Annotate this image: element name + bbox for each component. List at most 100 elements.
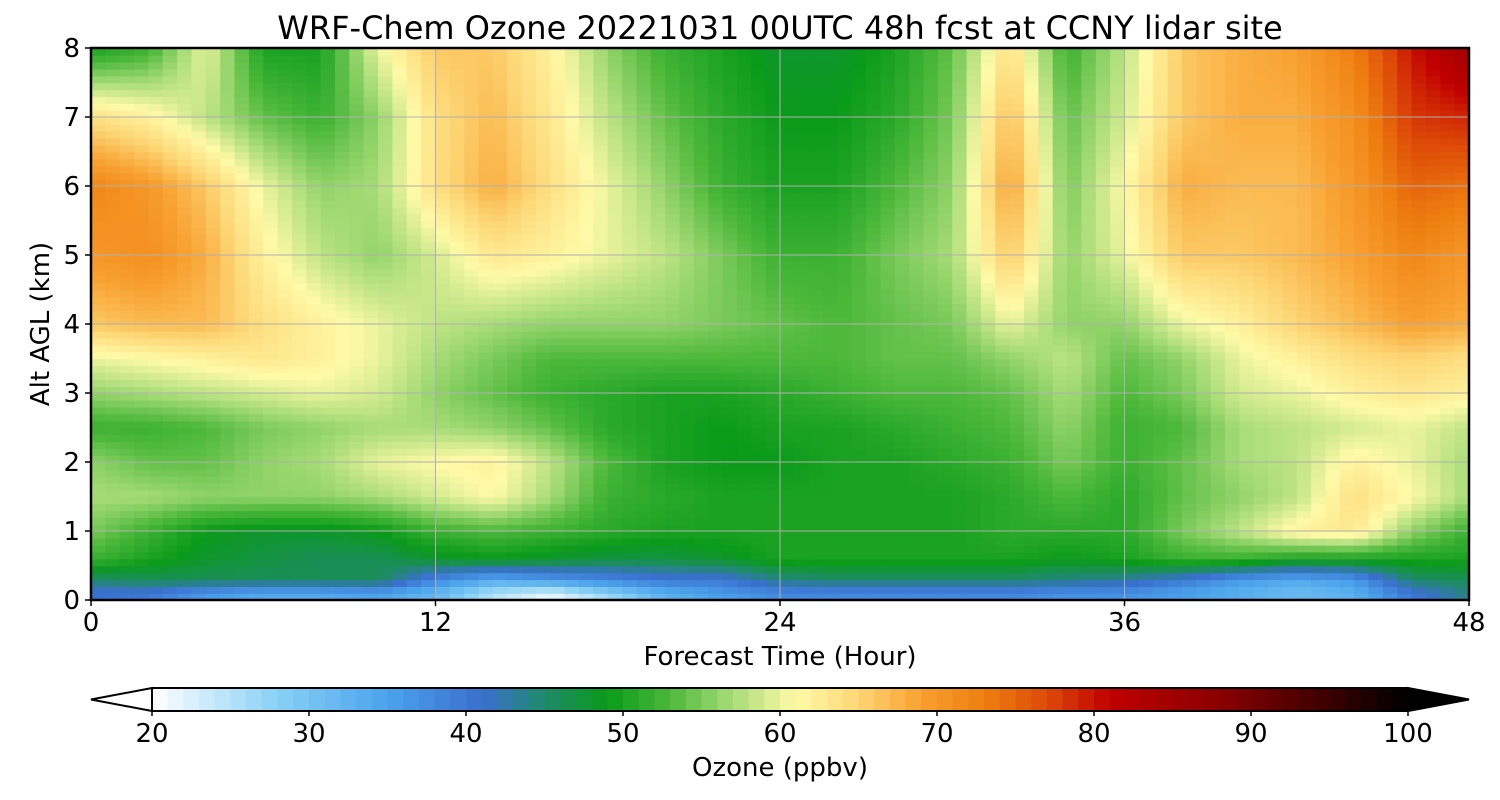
ozone-cell: [177, 110, 193, 118]
ozone-cell: [234, 420, 250, 429]
ozone-cell: [464, 303, 480, 311]
ozone-cell: [780, 330, 796, 339]
ozone-cell: [966, 413, 982, 422]
ozone-cell: [650, 303, 666, 311]
ozone-cell: [937, 365, 954, 374]
ozone-cell: [679, 172, 695, 180]
ozone-cell: [91, 448, 107, 456]
ozone-cell: [751, 586, 767, 594]
ozone-cell: [722, 261, 738, 270]
ozone-cell: [435, 468, 451, 477]
ozone-cell: [378, 358, 394, 367]
ozone-cell: [966, 165, 982, 173]
ozone-cell: [880, 192, 896, 201]
ozone-cell: [650, 351, 666, 360]
ozone-cell: [478, 151, 494, 160]
ozone-cell: [421, 558, 437, 567]
ozone-cell: [780, 379, 796, 387]
ozone-cell: [248, 117, 265, 125]
ozone-cell: [91, 68, 107, 77]
ozone-cell: [421, 268, 437, 277]
ozone-cell: [220, 337, 236, 346]
ozone-cell: [392, 489, 408, 498]
ozone-cell: [679, 496, 695, 505]
ozone-cell: [205, 82, 221, 91]
ozone-cell: [320, 503, 336, 512]
ozone-cell: [507, 213, 523, 222]
ozone-cell: [335, 282, 351, 291]
ozone-cell: [923, 344, 939, 353]
ozone-cell: [349, 172, 365, 180]
ozone-cell: [966, 48, 982, 56]
ozone-cell: [909, 579, 925, 587]
ozone-cell: [607, 586, 623, 594]
ozone-cell: [205, 96, 221, 104]
ozone-cell: [937, 48, 954, 56]
ozone-cell: [148, 517, 164, 525]
ozone-cell: [708, 248, 724, 256]
ozone-cell: [134, 206, 150, 215]
ozone-cell: [105, 248, 121, 256]
ozone-cell: [320, 572, 336, 581]
ozone-cell: [866, 379, 882, 387]
ozone-cell: [579, 344, 595, 353]
ozone-cell: [650, 482, 666, 491]
ozone-cell: [392, 227, 408, 236]
ozone-cell: [550, 386, 566, 394]
ozone-cell: [535, 344, 552, 353]
ozone-cell: [378, 551, 394, 560]
ozone-cell: [851, 475, 867, 484]
ozone-cell: [650, 241, 666, 249]
ozone-cell: [837, 372, 853, 380]
ozone-cell: [794, 151, 810, 160]
ozone-cell: [736, 296, 753, 305]
ozone-cell: [722, 386, 738, 394]
ozone-cell: [780, 172, 796, 180]
ozone-cell: [780, 54, 796, 63]
ozone-cell: [492, 303, 509, 311]
ozone-cell: [263, 393, 279, 401]
ozone-cell: [607, 303, 623, 311]
ozone-cell: [277, 68, 293, 77]
ozone-cell: [119, 227, 135, 236]
ozone-cell: [665, 275, 681, 284]
ozone-cell: [248, 468, 265, 477]
ozone-cell: [851, 110, 867, 118]
ozone-cell: [421, 572, 437, 581]
ozone-cell: [794, 393, 810, 401]
ozone-cell: [162, 179, 178, 187]
ozone-cell: [306, 413, 322, 422]
ozone-cell: [478, 420, 494, 429]
ozone-cell: [980, 420, 997, 429]
ozone-cell: [837, 89, 853, 98]
ozone-cell: [205, 54, 221, 63]
ozone-cell: [234, 337, 250, 346]
ozone-cell: [693, 544, 710, 553]
ozone-cell: [421, 206, 437, 215]
ozone-cell: [708, 192, 724, 201]
ozone-cell: [736, 455, 753, 463]
ozone-cell: [119, 89, 135, 98]
ozone-cell: [320, 268, 336, 277]
ozone-cell: [650, 379, 666, 387]
ozone-cell: [937, 296, 954, 305]
ozone-cell: [966, 558, 982, 567]
ozone-cell: [736, 517, 753, 525]
ozone-cell: [435, 372, 451, 380]
ozone-cell: [392, 448, 408, 456]
ozone-cell: [349, 358, 365, 367]
ozone-cell: [162, 489, 178, 498]
ozone-cell: [234, 441, 250, 449]
ozone-cell: [435, 172, 451, 180]
ozone-cell: [837, 551, 853, 560]
ozone-cell: [937, 379, 954, 387]
ozone-cell: [162, 220, 178, 229]
ozone-cell: [550, 324, 566, 332]
ozone-cell: [952, 586, 968, 594]
ozone-cell: [650, 406, 666, 415]
ozone-cell: [937, 496, 954, 505]
ozone-cell: [535, 75, 552, 84]
ozone-cell: [320, 372, 336, 380]
ozone-cell: [205, 48, 221, 56]
ozone-cell: [966, 351, 982, 360]
